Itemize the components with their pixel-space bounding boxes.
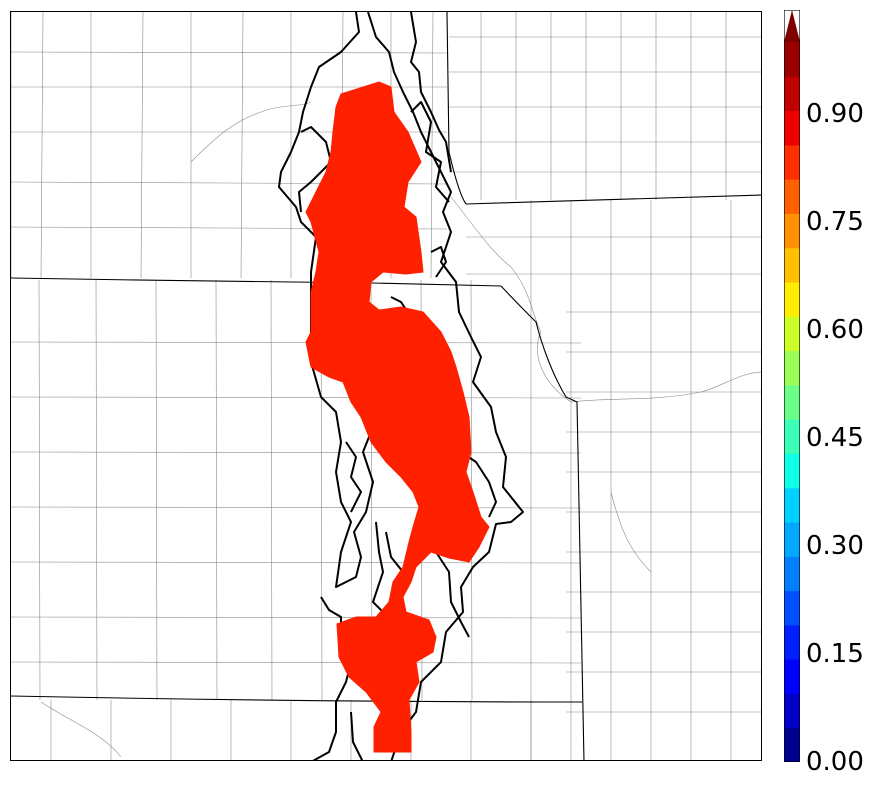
colorbar-segment bbox=[784, 522, 800, 557]
member-outline-5 bbox=[385, 531, 404, 573]
colorbar-tick-label-2: 0.30 bbox=[806, 531, 864, 561]
colorbar-extend-arrow bbox=[784, 10, 800, 42]
colorbar-segment bbox=[784, 144, 800, 180]
colorbar-tick-label-1: 0.15 bbox=[806, 639, 864, 669]
colorbar-segment bbox=[784, 213, 800, 249]
member-outline-4 bbox=[372, 521, 384, 613]
colorbar-segment bbox=[784, 693, 800, 729]
colorbar-segment bbox=[784, 590, 800, 626]
colorbar-segments bbox=[784, 42, 800, 762]
colorbar-tick-label-4: 0.60 bbox=[806, 315, 864, 345]
member-outline-0 bbox=[278, 12, 374, 588]
colorbar-segment bbox=[784, 727, 800, 762]
colorbar-segment bbox=[784, 247, 800, 283]
member-outline-2 bbox=[410, 12, 452, 173]
member-outline-13 bbox=[460, 451, 497, 518]
colorbar bbox=[784, 10, 800, 762]
colorbar-segment bbox=[784, 624, 800, 660]
member-outline-6 bbox=[435, 551, 470, 638]
member-outline-11 bbox=[430, 246, 447, 278]
colorbar-segment bbox=[784, 487, 800, 523]
colorbar-segment bbox=[784, 282, 800, 317]
colorbar-segment bbox=[784, 350, 800, 386]
colorbar-tick-label-5: 0.75 bbox=[806, 207, 864, 237]
member-outline-7 bbox=[350, 711, 364, 760]
colorbar-segment bbox=[784, 179, 800, 214]
colorbar-tick-label-6: 0.90 bbox=[806, 99, 864, 129]
colorbar-tick-label-3: 0.45 bbox=[806, 423, 864, 453]
river-lines bbox=[40, 101, 761, 758]
colorbar-segment bbox=[784, 453, 800, 489]
colorbar-tick-label-0: 0.00 bbox=[806, 747, 864, 777]
colorbar-segment bbox=[784, 419, 800, 454]
colorbar-segment bbox=[784, 384, 800, 420]
probability-map bbox=[11, 12, 761, 760]
colorbar-segment bbox=[784, 556, 800, 592]
colorbar-segment bbox=[784, 42, 800, 77]
colorbar-segment bbox=[784, 76, 800, 112]
colorbar-segment bbox=[784, 659, 800, 694]
probability-fill-region bbox=[305, 81, 490, 753]
member-outline-10 bbox=[410, 101, 450, 203]
map-panel bbox=[10, 11, 762, 761]
member-outline-1 bbox=[367, 12, 524, 760]
colorbar-segment bbox=[784, 110, 800, 146]
ensemble-member-outlines bbox=[278, 12, 524, 760]
colorbar-segment bbox=[784, 316, 800, 352]
member-outline-12 bbox=[345, 441, 362, 513]
